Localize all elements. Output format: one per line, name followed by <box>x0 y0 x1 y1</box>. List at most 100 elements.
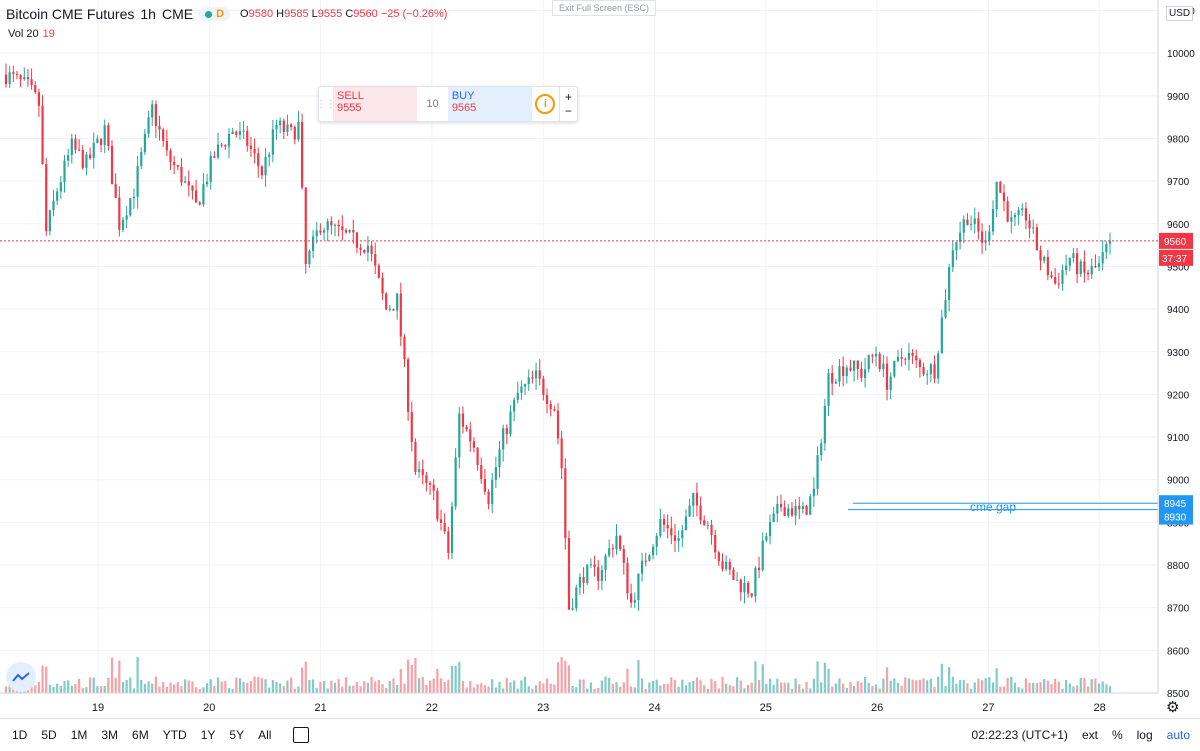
candle-body <box>586 564 589 583</box>
volume-bar <box>509 682 512 693</box>
volume-bar <box>948 667 951 693</box>
percent-toggle[interactable]: % <box>1111 728 1123 742</box>
tradingview-logo-icon[interactable] <box>6 662 36 692</box>
grid-lines <box>0 0 1158 694</box>
range-1y[interactable]: 1Y <box>200 728 216 742</box>
volume-bar <box>52 686 55 693</box>
volume-bar <box>776 678 779 693</box>
volume-bar <box>578 679 582 693</box>
candle-body <box>637 573 640 601</box>
volume-bar <box>311 679 315 693</box>
candle-body <box>553 409 556 411</box>
volume-bar <box>714 681 717 693</box>
calendar-icon[interactable] <box>293 727 310 743</box>
volume-legend[interactable]: Vol 20 19 <box>8 28 55 40</box>
quantity-stepper[interactable]: + − <box>558 87 577 121</box>
price-axis[interactable]: 1010010000990098009700960095009400930092… <box>0 0 1195 700</box>
candle-body <box>385 293 388 310</box>
sell-price: 9555 <box>337 102 362 114</box>
candle-body <box>732 569 735 580</box>
volume-bar <box>209 679 212 693</box>
candle-body <box>695 492 699 506</box>
volume-bar <box>885 667 889 693</box>
trade-panel: ⋮⋮ SELL 9555 10 BUY 9565 i + − <box>316 86 578 122</box>
status-badge[interactable]: D <box>199 7 231 21</box>
ext-toggle[interactable]: ext <box>1081 728 1098 742</box>
volume-bar <box>498 681 501 693</box>
range-1m[interactable]: 1M <box>70 728 88 742</box>
minus-icon[interactable]: − <box>564 104 572 118</box>
volume-bar <box>648 682 651 693</box>
buy-button[interactable]: BUY 9565 <box>447 87 533 121</box>
range-3m[interactable]: 3M <box>101 728 119 742</box>
price-tick-label: 8500 <box>1167 689 1190 700</box>
auto-toggle[interactable]: auto <box>1166 728 1190 742</box>
volume-bar <box>534 685 538 693</box>
clock-time[interactable]: 02:22:23 (UTC+1) <box>971 728 1068 742</box>
candle-body <box>8 72 11 85</box>
price-tick-label: 9500 <box>1167 262 1190 273</box>
candle-body <box>600 569 603 581</box>
quantity-field[interactable]: 10 <box>426 98 439 110</box>
sell-button[interactable]: SELL 9555 <box>333 87 418 121</box>
volume-bar <box>458 661 461 693</box>
range-all[interactable]: All <box>258 728 272 742</box>
exit-fullscreen-hint[interactable]: Exit Full Screen (ESC) <box>552 0 657 16</box>
candle-body <box>330 221 333 226</box>
volume-bar <box>655 679 658 693</box>
volume-bar <box>692 680 695 693</box>
candle-body <box>662 518 666 525</box>
candle-body <box>227 134 231 147</box>
candle-body <box>966 219 969 225</box>
candle-body <box>469 429 472 442</box>
candle-body <box>187 181 190 186</box>
candle-body <box>765 536 768 541</box>
volume-bar <box>651 680 655 693</box>
currency-badge[interactable]: USD <box>1166 6 1194 21</box>
volume-bar <box>290 677 293 693</box>
volume-bar <box>366 682 370 693</box>
candle-body <box>783 507 786 517</box>
volume-bar <box>96 685 99 693</box>
volume-bar <box>516 688 519 693</box>
candle-body <box>871 355 874 357</box>
time-tick-label: 26 <box>871 702 883 714</box>
chart-canvas[interactable]: cme gap 10100100009900980097009600950094… <box>0 0 1200 718</box>
range-1d[interactable]: 1D <box>12 728 28 742</box>
candle-body <box>184 181 187 183</box>
interval-label[interactable]: 1h <box>140 6 156 22</box>
candle-body <box>304 187 307 265</box>
candle-body <box>23 77 26 80</box>
volume-bar <box>436 668 439 693</box>
candle-body <box>670 528 673 536</box>
volume-bar <box>425 684 428 693</box>
candle-body <box>904 358 907 360</box>
candle-body <box>633 600 636 603</box>
range-5d[interactable]: 5D <box>41 728 57 742</box>
candle-body <box>549 403 552 410</box>
price-tick-label: 8700 <box>1167 604 1190 615</box>
volume-bar <box>399 668 402 693</box>
range-6m[interactable]: 6M <box>132 728 149 742</box>
drag-handle-icon[interactable]: ⋮⋮ <box>316 98 336 110</box>
volume-bar <box>988 677 991 693</box>
candle-body <box>571 608 574 610</box>
volume-bar <box>984 678 987 693</box>
range-5y[interactable]: 5Y <box>229 728 245 742</box>
volume-bar <box>103 686 106 693</box>
volume-bar <box>403 683 406 693</box>
range-ytd[interactable]: YTD <box>162 728 187 742</box>
symbol-title[interactable]: Bitcoin CME Futures <box>6 6 135 22</box>
volume-bar <box>235 677 238 693</box>
countdown-label-bg <box>1159 249 1193 266</box>
log-toggle[interactable]: log <box>1136 728 1153 742</box>
plus-icon[interactable]: + <box>564 90 572 104</box>
time-axis[interactable]: 1920212223242526272829Jun⚙ <box>0 692 1200 716</box>
volume-bar <box>344 677 348 693</box>
volume-bar <box>560 657 563 693</box>
info-button[interactable]: i <box>532 87 559 121</box>
volume-bar <box>410 665 413 693</box>
candle-body <box>191 185 194 191</box>
high-value: 9585 <box>284 8 309 20</box>
volume-bar <box>863 677 867 693</box>
